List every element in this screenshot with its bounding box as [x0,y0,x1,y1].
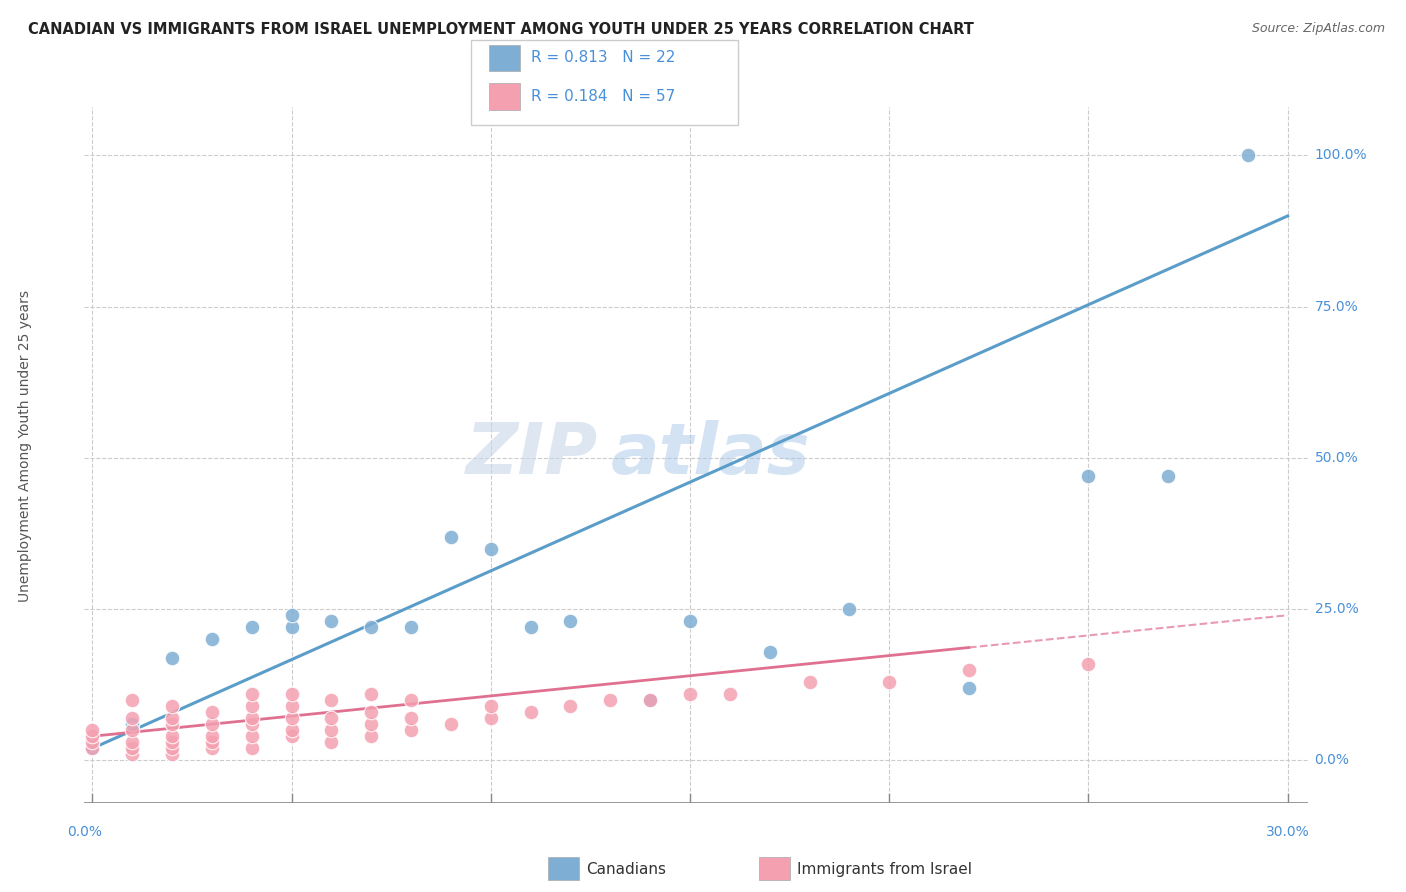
Point [838,602,860,616]
Point [121,717,143,731]
Point [321,723,343,738]
Point [599,693,621,707]
Point [360,717,382,731]
Text: Immigrants from Israel: Immigrants from Israel [797,863,972,877]
Point [399,693,422,707]
Point [82,741,104,756]
Text: R = 0.813   N = 22: R = 0.813 N = 22 [531,51,676,65]
Text: 30.0%: 30.0% [1265,825,1309,839]
Text: 0.0%: 0.0% [1315,754,1350,767]
Text: R = 0.184   N = 57: R = 0.184 N = 57 [531,89,676,103]
Point [160,717,183,731]
Point [479,698,502,713]
Point [957,681,980,695]
Point [160,729,183,743]
Point [201,729,224,743]
Point [201,741,224,756]
Point [160,747,183,762]
Point [360,729,382,743]
Text: CANADIAN VS IMMIGRANTS FROM ISRAEL UNEMPLOYMENT AMONG YOUTH UNDER 25 YEARS CORRE: CANADIAN VS IMMIGRANTS FROM ISRAEL UNEMP… [28,22,974,37]
Point [82,723,104,738]
Point [240,729,263,743]
Text: 75.0%: 75.0% [1315,300,1358,314]
Point [82,735,104,749]
Point [440,530,463,544]
Point [280,608,302,623]
Point [280,723,302,738]
Point [877,674,900,689]
Point [321,711,343,725]
Point [240,717,263,731]
Point [1077,469,1099,483]
Point [160,650,183,665]
Point [479,711,502,725]
Point [280,711,302,725]
Point [638,693,661,707]
Point [1077,657,1099,671]
Text: Unemployment Among Youth under 25 years: Unemployment Among Youth under 25 years [18,290,32,602]
Point [321,615,343,629]
Point [718,687,741,701]
Point [82,729,104,743]
Point [240,698,263,713]
Point [399,723,422,738]
Point [121,741,143,756]
Point [280,687,302,701]
Point [679,615,702,629]
Point [321,735,343,749]
Text: atlas: atlas [610,420,810,490]
Point [82,741,104,756]
Point [1157,469,1180,483]
Point [240,687,263,701]
Point [280,729,302,743]
Text: 50.0%: 50.0% [1315,451,1358,465]
Point [280,698,302,713]
Point [121,693,143,707]
Point [280,620,302,634]
Text: 100.0%: 100.0% [1315,148,1367,162]
Point [799,674,821,689]
Point [240,741,263,756]
Point [160,711,183,725]
Point [399,711,422,725]
Text: 0.0%: 0.0% [67,825,101,839]
Point [160,735,183,749]
Point [519,620,541,634]
Point [201,705,224,719]
Point [560,698,582,713]
Text: Canadians: Canadians [586,863,666,877]
Point [360,620,382,634]
Point [121,747,143,762]
Point [519,705,541,719]
Point [321,693,343,707]
Point [240,620,263,634]
Point [679,687,702,701]
Point [201,632,224,647]
Point [240,711,263,725]
Point [758,644,780,658]
Point [957,663,980,677]
Point [160,741,183,756]
Point [201,717,224,731]
Point [160,698,183,713]
Point [479,541,502,556]
Point [360,705,382,719]
Point [360,687,382,701]
Text: 25.0%: 25.0% [1315,602,1358,616]
Point [560,615,582,629]
Point [201,735,224,749]
Text: Source: ZipAtlas.com: Source: ZipAtlas.com [1251,22,1385,36]
Point [638,693,661,707]
Point [121,711,143,725]
Point [440,717,463,731]
Text: ZIP: ZIP [465,420,598,490]
Point [121,723,143,738]
Point [121,735,143,749]
Point [1236,148,1258,162]
Point [399,620,422,634]
